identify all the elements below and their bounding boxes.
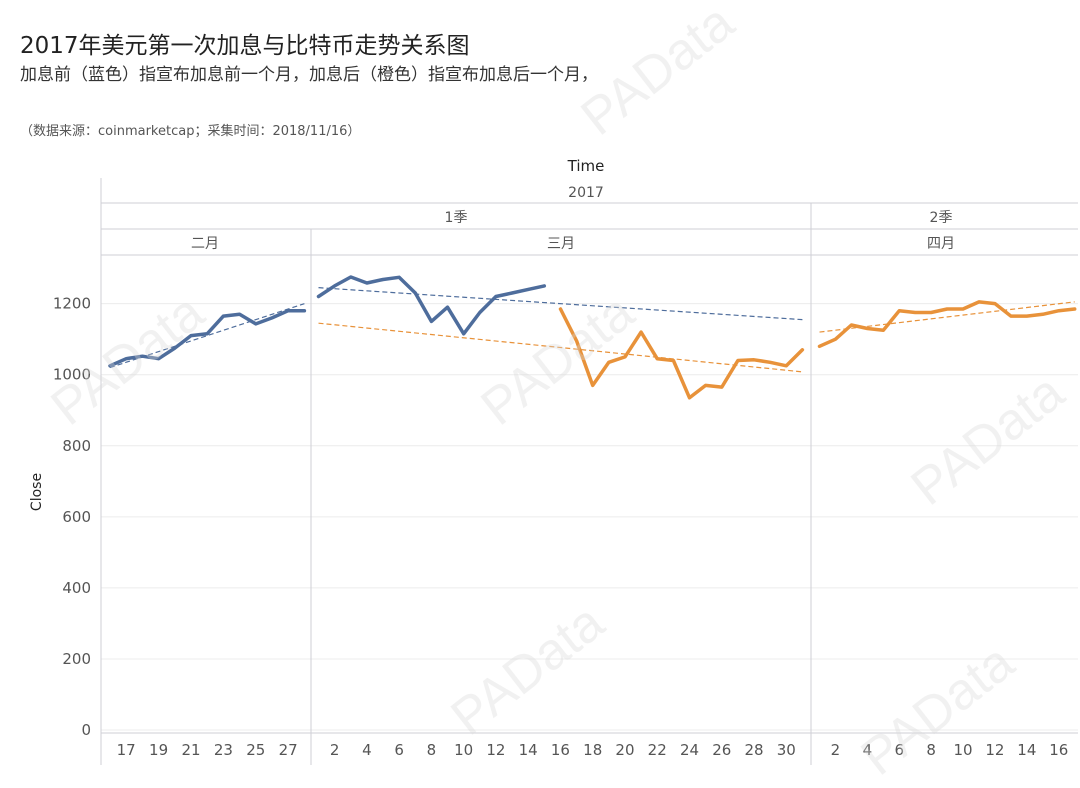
- y-tick-label: 1200: [53, 295, 91, 313]
- x-tick-label: 16: [551, 741, 570, 759]
- x-tick-label: 6: [394, 741, 404, 759]
- x-tick-label: 8: [427, 741, 437, 759]
- y-tick-label: 0: [81, 721, 91, 739]
- x-tick-label: 20: [615, 741, 634, 759]
- quarter-label: 2季: [930, 210, 953, 226]
- x-tick-label: 21: [181, 741, 200, 759]
- y-tick-label: 400: [62, 579, 91, 597]
- x-tick-label: 18: [583, 741, 602, 759]
- x-tick-label: 10: [954, 741, 973, 759]
- x-tick-label: 24: [680, 741, 699, 759]
- x-tick-label: 17: [117, 741, 136, 759]
- month-label: 二月: [191, 236, 219, 252]
- x-tick-label: 6: [894, 741, 904, 759]
- chart-title: 2017年美元第一次加息与比特币走势关系图: [20, 33, 470, 59]
- x-tick-label: 19: [149, 741, 168, 759]
- x-tick-label: 12: [985, 741, 1004, 759]
- x-tick-label: 28: [744, 741, 763, 759]
- month-label: 三月: [547, 236, 575, 252]
- y-tick-label: 200: [62, 650, 91, 668]
- chart-subtitle: 加息前（蓝色）指宣布加息前一个月，加息后（橙色）指宣布加息后一个月，: [20, 65, 598, 85]
- series-line: [316, 275, 547, 336]
- x-tick-label: 8: [926, 741, 936, 759]
- data-source-note: （数据来源：coinmarketcap；采集时间：2018/11/16）: [20, 124, 361, 139]
- series-line: [817, 300, 1077, 349]
- month-label: 四月: [927, 236, 955, 252]
- trend-line: [318, 287, 803, 321]
- series-line: [108, 308, 307, 368]
- year-label: 2017: [568, 185, 604, 201]
- trend-line: [318, 322, 803, 373]
- x-axis-title: Time: [567, 157, 605, 175]
- x-tick-label: 23: [214, 741, 233, 759]
- y-tick-label: 600: [62, 508, 91, 526]
- x-tick-label: 22: [648, 741, 667, 759]
- x-tick-label: 30: [777, 741, 796, 759]
- series-line: [558, 307, 805, 400]
- x-tick-label: 14: [519, 741, 538, 759]
- x-tick-label: 2: [831, 741, 841, 759]
- x-tick-label: 16: [1049, 741, 1068, 759]
- y-axis-title: Close: [29, 473, 45, 511]
- x-tick-label: 25: [246, 741, 265, 759]
- quarter-label: 1季: [445, 210, 468, 226]
- x-tick-label: 10: [454, 741, 473, 759]
- x-tick-label: 2: [330, 741, 340, 759]
- x-tick-label: 14: [1017, 741, 1036, 759]
- x-tick-label: 27: [279, 741, 298, 759]
- x-tick-label: 12: [486, 741, 505, 759]
- x-tick-label: 4: [863, 741, 873, 759]
- y-tick-label: 1000: [53, 366, 91, 384]
- x-tick-label: 4: [362, 741, 372, 759]
- x-tick-label: 26: [712, 741, 731, 759]
- y-tick-label: 800: [62, 437, 91, 455]
